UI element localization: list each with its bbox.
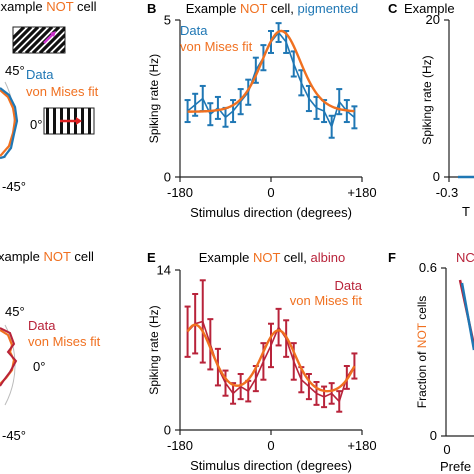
panel-b-legend-fit: von Mises fit (180, 39, 253, 54)
panel-e-ytick-label: 14 (157, 263, 171, 278)
diagonal-grating-icon (12, 26, 66, 54)
panel-e-data-point (336, 390, 343, 413)
panel-a-tick-0: 0° (30, 117, 42, 132)
panel-b-data-point (214, 95, 221, 120)
panel-e-fit-curve (186, 323, 356, 393)
panel-b-data-point (328, 114, 335, 139)
panel-e-data-point (222, 369, 229, 397)
panel-e-data-point (305, 373, 312, 401)
panel-b-data-point (298, 69, 305, 97)
panel-b-xtick-label: +180 (347, 185, 376, 200)
panel-e-data-point (275, 307, 282, 347)
panel-b-data-point (230, 99, 237, 124)
panel-b-letter: B (147, 1, 156, 16)
panel-d-tick-minus45: -45° (2, 428, 26, 443)
panel-b-title: Example NOT cell, pigmented (186, 1, 358, 16)
panel-a-title: Example NOT cell (0, 0, 97, 14)
panel-b-ytick-label: 5 (164, 13, 171, 28)
panel-d-tick-0: 0° (33, 359, 45, 374)
panel-d-title: xample NOT cell (0, 249, 94, 264)
panel-b-legend-data: Data (180, 23, 208, 38)
panel-f-xlabel: Prefe (440, 459, 471, 474)
panel-b-data-point (207, 102, 214, 127)
panel-b-data-point (199, 84, 206, 113)
panel-b-xlabel: Stimulus direction (degrees) (190, 205, 352, 220)
panel-a: Example NOT cell 45° 0° -45° Data von Mi… (0, 0, 99, 194)
panel-e-data-point (328, 382, 335, 405)
panel-b-data-point (184, 99, 191, 124)
panel-b-data-point (313, 95, 320, 120)
panel-f-ylabel: Fraction of NOT cells (415, 296, 429, 409)
panel-a-tick-45: 45° (5, 63, 25, 78)
panel-e-xtick-label: 0 (267, 438, 274, 453)
panel-b-xtick-label: 0 (267, 185, 274, 200)
panel-e: E Example NOT cell, albino 014-180 0 +180S… (147, 250, 377, 473)
panel-b-fit-curve (187, 29, 355, 113)
panel-c-xlabel: T (462, 204, 470, 219)
panel-a-polar-fit (0, 89, 17, 157)
panel-a-polar-data (0, 87, 19, 160)
panel-d: xample NOT cell 45° 0° -45° Data von Mis… (0, 249, 101, 443)
panel-b-data-point (245, 78, 252, 106)
panel-e-xtick-label: +180 (347, 438, 376, 453)
panel-d-legend-fit: von Mises fit (28, 334, 101, 349)
panel-f-letter: F (388, 250, 396, 265)
panel-c-ylabel: Spiking rate (Hz) (420, 55, 434, 144)
panel-e-legend-fit: von Mises fit (290, 293, 363, 308)
panel-c-xtick-label: -0.3 (436, 185, 458, 200)
panel-f-ytick-label-top: 0.6 (419, 260, 437, 275)
panel-e-data-point (245, 379, 252, 403)
panel-b-xtick-label: -180 (167, 185, 193, 200)
panel-b-data-point (305, 84, 312, 113)
panel-e-ylabel: Spiking rate (Hz) (147, 305, 161, 394)
panel-a-legend-data: Data (26, 67, 54, 82)
panel-e-data-point (313, 381, 320, 406)
panel-b-ylabel: Spiking rate (Hz) (147, 54, 161, 143)
panel-f-xtick-label: 0 (443, 442, 450, 457)
panel-c: C Example 20 0 -0.3 T Spiking rate (Hz) (388, 1, 474, 219)
panel-c-letter: C (388, 1, 398, 16)
panel-e-ytick-label: 0 (164, 423, 171, 438)
panel-c-ytick-label-bottom: 0 (433, 169, 440, 184)
panel-b-data-point (237, 88, 244, 116)
panel-e-legend-data: Data (335, 278, 363, 293)
panel-b-data-point (222, 106, 229, 128)
panel-b-ytick-label: 0 (164, 170, 171, 185)
panel-b: B Example NOT cell, pigmented 05-180 0 +18… (147, 1, 377, 220)
panel-c-ytick-label-top: 20 (426, 12, 440, 27)
panel-b-data-point (351, 105, 358, 130)
panel-d-polar-data (0, 327, 18, 387)
panel-e-letter: E (147, 250, 156, 265)
panel-e-data-point (207, 318, 214, 371)
panel-b-data-point (290, 50, 297, 78)
panel-e-xlabel: Stimulus direction (degrees) (190, 458, 352, 473)
panel-e-title: Example NOT cell, albino (199, 250, 345, 265)
panel-e-data-point (268, 322, 274, 369)
panel-e-data-point (237, 373, 244, 401)
panel-f-trace-blue (460, 282, 474, 351)
panel-e-data-point (184, 305, 191, 358)
panel-c-title: Example (404, 1, 455, 16)
panel-e-data-point (199, 279, 206, 364)
panel-d-tick-45: 45° (5, 304, 25, 319)
vertical-grating-icon (43, 107, 95, 135)
panel-b-data-point (252, 56, 259, 84)
panel-a-tick-minus45: -45° (2, 179, 26, 194)
panel-f: F NC 0.6 0 0 Prefe Fraction of NOT cells (388, 250, 474, 474)
panel-f-legend-partial: NC (456, 250, 474, 265)
panel-d-legend-data: Data (28, 318, 56, 333)
panel-f-ytick-label-bottom: 0 (430, 428, 437, 443)
panel-e-data-point (351, 352, 358, 380)
panel-a-legend-fit: von Mises fit (26, 84, 99, 99)
panel-e-xtick-label: -180 (167, 438, 193, 453)
